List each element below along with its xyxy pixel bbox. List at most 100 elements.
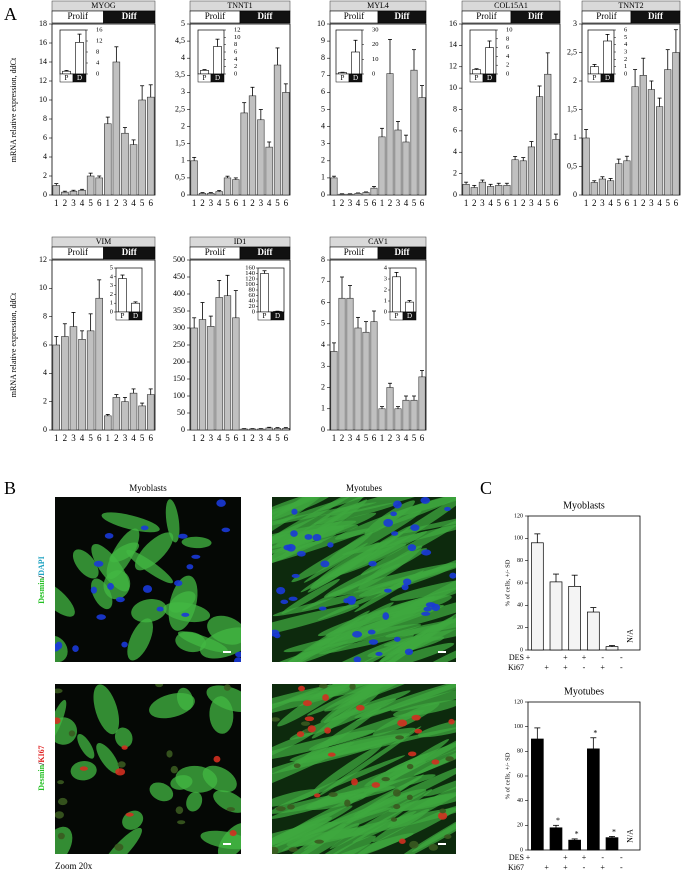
bar (631, 86, 639, 196)
cell (272, 684, 332, 728)
cell (181, 536, 212, 549)
nucleus (174, 580, 183, 587)
bar (121, 401, 129, 431)
inset-tick-label: 6 (506, 44, 510, 51)
row-title: Desmin/KI67 (37, 745, 46, 790)
inset-tick-label: 100 (245, 281, 255, 288)
chart-title: COL15A1 (494, 1, 528, 10)
cell (200, 830, 241, 850)
nucleus (421, 549, 432, 556)
row-label: DES (509, 853, 524, 862)
micrograph (272, 497, 456, 662)
cell (391, 563, 456, 619)
y-tick-label: 1 (573, 133, 577, 142)
group-label: Prolif (596, 11, 617, 21)
inset-tick-label: 4 (624, 41, 628, 48)
nucleus (177, 820, 186, 825)
y-tick-label: 0 (181, 425, 185, 434)
nucleus (438, 811, 448, 820)
cell (72, 549, 99, 579)
cell (96, 743, 120, 774)
nucleus (296, 731, 305, 738)
bar (615, 163, 623, 196)
x-tick-label: 3 (123, 433, 128, 443)
inset-category: D (275, 312, 280, 320)
bar (587, 748, 600, 851)
cell (359, 591, 456, 637)
inset-tick-label: 6 (624, 26, 628, 33)
inset-category: P (121, 312, 125, 320)
row-symbol: + (563, 853, 568, 862)
bar (605, 837, 619, 851)
cell (286, 827, 366, 847)
inset-category: P (341, 74, 345, 82)
bar (223, 177, 232, 196)
bar (240, 112, 248, 196)
nucleus (296, 550, 306, 557)
nucleus (96, 614, 106, 620)
y-tick-label: 9 (321, 36, 325, 45)
y-tick-label: 0 (43, 425, 47, 434)
inset-tick-label: 0 (372, 70, 375, 77)
nucleus (117, 761, 126, 768)
inset-tick-label: 2 (234, 63, 237, 70)
row-symbol: - (620, 863, 623, 872)
y-tick-label: 8 (43, 311, 47, 320)
bar (190, 160, 198, 196)
bar (544, 73, 552, 196)
inset-category: P (475, 74, 479, 82)
nucleus (55, 641, 63, 650)
nucleus (393, 804, 401, 810)
cell (387, 781, 456, 828)
cell (170, 775, 193, 790)
x-tick-label: 2 (388, 198, 393, 208)
inset-tick-label: 2 (384, 286, 387, 293)
y-tick-label: 350 (173, 306, 185, 315)
chart-title: TNNT1 (227, 1, 252, 10)
x-tick-label: 6 (505, 198, 510, 208)
nucleus (349, 684, 356, 690)
cell (200, 627, 241, 659)
panel-label: A (4, 4, 17, 24)
bar (549, 581, 563, 651)
x-tick-label: 5 (364, 433, 369, 443)
inset-tick-label: 20 (249, 303, 256, 310)
inset-bar (485, 47, 494, 75)
row-symbol: + (563, 653, 568, 662)
bar (257, 119, 265, 196)
y-tick-label: 1 (181, 156, 185, 165)
nucleus (156, 606, 164, 612)
x-tick-label: 2 (521, 198, 526, 208)
row-symbol: - (620, 853, 623, 862)
inset-category: D (407, 312, 412, 320)
micrograph (55, 497, 241, 662)
nucleus (409, 840, 419, 849)
x-tick-label: 6 (674, 198, 679, 208)
cell (289, 809, 405, 854)
nucleus (221, 527, 231, 533)
group-label: Diff (122, 11, 138, 21)
nucleus (57, 832, 65, 840)
y-tick-label: 150 (173, 374, 185, 383)
y-tick-label: 10 (449, 83, 457, 92)
bar (487, 186, 495, 196)
nucleus (290, 530, 298, 537)
x-tick-label: 2 (388, 433, 393, 443)
chart-title: VIM (96, 237, 112, 246)
bar (86, 175, 95, 196)
nucleus (393, 636, 401, 642)
inset-label-box (402, 311, 417, 321)
y-tick-label: 3 (321, 361, 325, 370)
bar (354, 192, 362, 196)
group-box (630, 10, 681, 24)
nucleus (322, 694, 329, 702)
row-symbol: + (582, 653, 587, 662)
nucleus (72, 645, 79, 653)
nucleus (449, 572, 456, 579)
nucleus (55, 717, 61, 725)
bar (354, 327, 362, 431)
nucleus (175, 806, 184, 814)
cell (308, 619, 450, 662)
group-label: Prolif (476, 11, 497, 21)
chart-title: MYOG (91, 1, 116, 10)
